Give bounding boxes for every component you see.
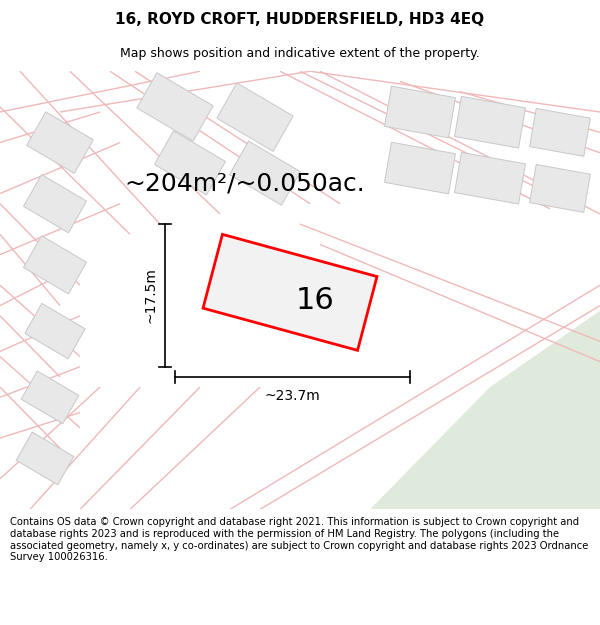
Polygon shape (455, 96, 526, 148)
Text: Contains OS data © Crown copyright and database right 2021. This information is : Contains OS data © Crown copyright and d… (10, 518, 589, 562)
Text: 16, ROYD CROFT, HUDDERSFIELD, HD3 4EQ: 16, ROYD CROFT, HUDDERSFIELD, HD3 4EQ (115, 12, 485, 28)
Polygon shape (385, 142, 455, 194)
Polygon shape (530, 109, 590, 156)
Polygon shape (203, 234, 377, 351)
Polygon shape (370, 311, 600, 509)
Polygon shape (455, 152, 526, 204)
Polygon shape (21, 371, 79, 424)
Text: 16: 16 (296, 286, 334, 315)
Polygon shape (385, 86, 455, 138)
Polygon shape (23, 174, 86, 233)
Polygon shape (23, 236, 86, 294)
Polygon shape (25, 303, 85, 359)
Text: ~204m²/~0.050ac.: ~204m²/~0.050ac. (125, 171, 365, 196)
Polygon shape (26, 112, 94, 173)
Text: Map shows position and indicative extent of the property.: Map shows position and indicative extent… (120, 47, 480, 60)
Polygon shape (217, 83, 293, 151)
Text: ~17.5m: ~17.5m (143, 268, 157, 323)
Polygon shape (230, 141, 301, 205)
Polygon shape (16, 432, 74, 485)
Text: ~23.7m: ~23.7m (265, 389, 320, 403)
Polygon shape (155, 131, 226, 195)
Polygon shape (137, 72, 213, 141)
Polygon shape (530, 164, 590, 212)
